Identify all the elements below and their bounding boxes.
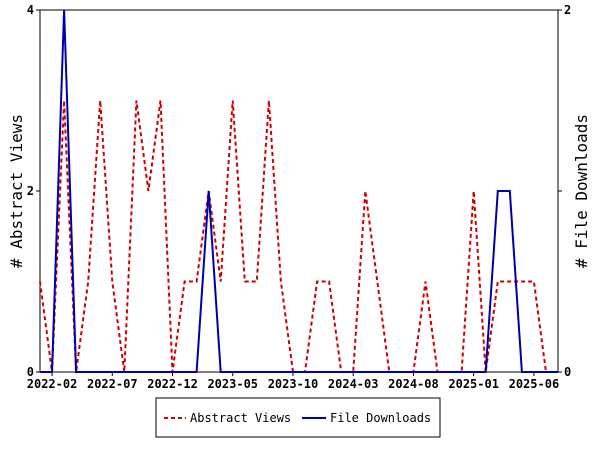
- series-line-file-downloads: [40, 9, 558, 373]
- left-y-tick-label: 2: [27, 184, 34, 198]
- legend-label-file-downloads: File Downloads: [330, 411, 431, 425]
- x-tick-label: 2023-05: [207, 377, 258, 391]
- x-tick-label: 2025-06: [509, 377, 560, 391]
- left-y-tick-label: 4: [27, 3, 34, 17]
- x-tick-label: 2022-02: [27, 377, 78, 391]
- right-y-axis-title: # File Downloads: [572, 114, 591, 268]
- legend-label-abstract-views: Abstract Views: [190, 411, 291, 425]
- legend: Abstract Views File Downloads: [155, 397, 441, 438]
- left-y-tick-label: 0: [27, 365, 34, 379]
- x-axis: 2022-02 2022-07 2022-12 2023-05 2023-10 2024-…: [27, 372, 559, 391]
- x-tick-label: 2022-12: [147, 377, 198, 391]
- right-y-tick-label: 2: [564, 3, 571, 17]
- legend-box: [155, 397, 441, 438]
- x-tick-label: 2022-07: [87, 377, 138, 391]
- x-tick-label: 2025-01: [448, 377, 499, 391]
- right-y-axis: 02: [558, 3, 571, 379]
- left-y-axis-title: # Abstract Views: [7, 114, 26, 268]
- left-y-axis: 0 2 4: [27, 3, 40, 379]
- plot-area: [39, 9, 559, 373]
- x-tick-label: 2024-03: [328, 377, 379, 391]
- x-tick-label: 2023-10: [268, 377, 319, 391]
- x-tick-label: 2024-08: [388, 377, 439, 391]
- right-y-tick-label: 0: [564, 365, 571, 379]
- series-layer: [39, 9, 558, 373]
